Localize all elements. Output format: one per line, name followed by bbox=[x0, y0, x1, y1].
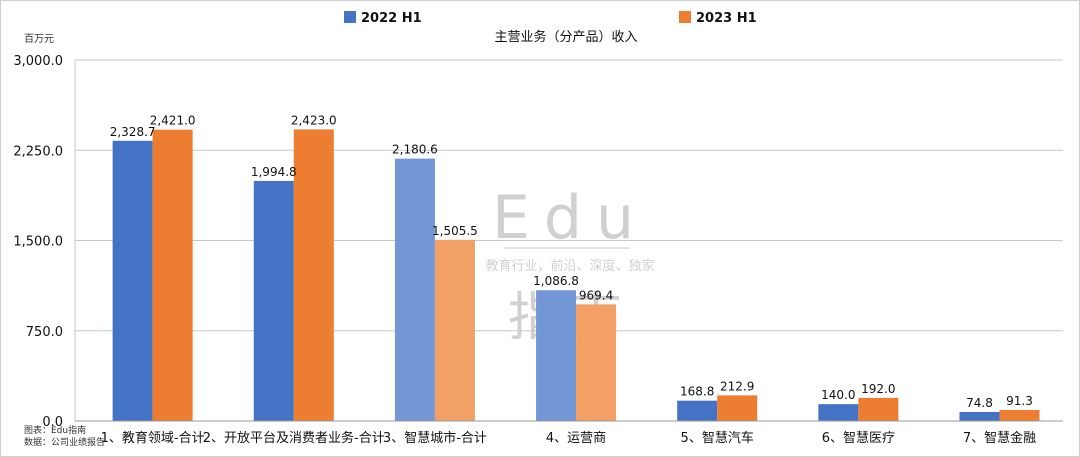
bar-2023-h1 bbox=[293, 129, 334, 422]
bar-2023-h1 bbox=[576, 304, 617, 421]
legend: 2022 H1 2023 H1 bbox=[344, 11, 757, 26]
y-tick-label: 750.0 bbox=[26, 325, 63, 340]
bar-2023-h1 bbox=[152, 129, 193, 421]
bar-2023-h1 bbox=[717, 395, 758, 421]
bar-value-label: 1,086.8 bbox=[533, 274, 579, 288]
bar-2023-h1 bbox=[434, 239, 475, 421]
bar-2023-h1 bbox=[858, 397, 899, 421]
bar-value-label: 1,505.5 bbox=[432, 224, 478, 238]
bar-value-label: 2,180.6 bbox=[392, 143, 438, 157]
bar-value-label: 212.9 bbox=[720, 379, 754, 393]
watermark-brand: Edu bbox=[492, 183, 648, 253]
bar-value-label: 2,421.0 bbox=[150, 114, 196, 128]
bar-2022-h1 bbox=[253, 180, 294, 421]
legend-swatch-2022 bbox=[344, 11, 356, 23]
y-tick-label: 3,000.0 bbox=[13, 54, 63, 69]
category-labels: 1、教育领域-合计2、开放平台及消费者业务-合计3、智慧城市-合计 4、运营商 5、… bbox=[101, 430, 1036, 446]
bar-value-label: 140.0 bbox=[821, 388, 855, 402]
watermark-tagline: 教育行业，前沿、深度、独家 bbox=[485, 258, 654, 274]
category-label: 4、运营商 bbox=[546, 431, 606, 446]
category-label: 6、智慧医疗 bbox=[822, 430, 895, 446]
bar-value-label: 2,423.0 bbox=[291, 113, 337, 127]
legend-label-2022: 2022 H1 bbox=[361, 11, 422, 26]
bar-marks bbox=[112, 129, 1040, 422]
y-tick-label: 2,250.0 bbox=[13, 144, 63, 159]
legend-swatch-2023 bbox=[679, 11, 691, 23]
category-label: 5、智慧汽车 bbox=[681, 430, 754, 446]
chart-title: 主营业务（分产品）收入 bbox=[494, 29, 637, 45]
source-note-chart: 图表：Edu指南 bbox=[24, 424, 86, 436]
bar-2022-h1 bbox=[677, 400, 718, 421]
y-tick-label: 1,500.0 bbox=[13, 235, 63, 250]
bar-2022-h1 bbox=[818, 404, 859, 421]
category-label: 3、智慧城市-合计 bbox=[383, 430, 487, 446]
bar-2023-h1 bbox=[999, 410, 1040, 421]
bar-value-label: 192.0 bbox=[861, 382, 895, 396]
bar-value-label: 2,328.7 bbox=[110, 125, 156, 139]
legend-label-2023: 2023 H1 bbox=[696, 11, 757, 26]
bar-2022-h1 bbox=[112, 140, 153, 421]
bar-value-label: 168.8 bbox=[680, 385, 714, 399]
bar-2022-h1 bbox=[394, 158, 435, 421]
bar-2022-h1 bbox=[959, 411, 1000, 421]
value-labels: 2,328.72,421.0 1,994.8 2,423.0 2,180.6 1,505… bbox=[110, 113, 1033, 410]
category-label: 2、开放平台及消费者业务-合计 bbox=[203, 430, 385, 446]
bar-value-label: 969.4 bbox=[579, 288, 613, 302]
bar-value-label: 91.3 bbox=[1006, 394, 1033, 408]
category-label: 7、智慧金融 bbox=[963, 430, 1036, 446]
y-tick-label: 0.0 bbox=[42, 415, 63, 430]
category-label: 1、教育领域-合计 bbox=[101, 430, 205, 446]
bar-value-label: 74.8 bbox=[966, 396, 993, 410]
y-tick-labels: 0.0 750.0 1,500.0 2,250.0 3,000.0 bbox=[13, 54, 63, 430]
bar-2022-h1 bbox=[536, 290, 577, 421]
bar-value-label: 1,994.8 bbox=[251, 165, 297, 179]
source-note-data: 数据：公司业绩报告 bbox=[24, 436, 105, 448]
unit-label: 百万元 bbox=[24, 33, 54, 45]
